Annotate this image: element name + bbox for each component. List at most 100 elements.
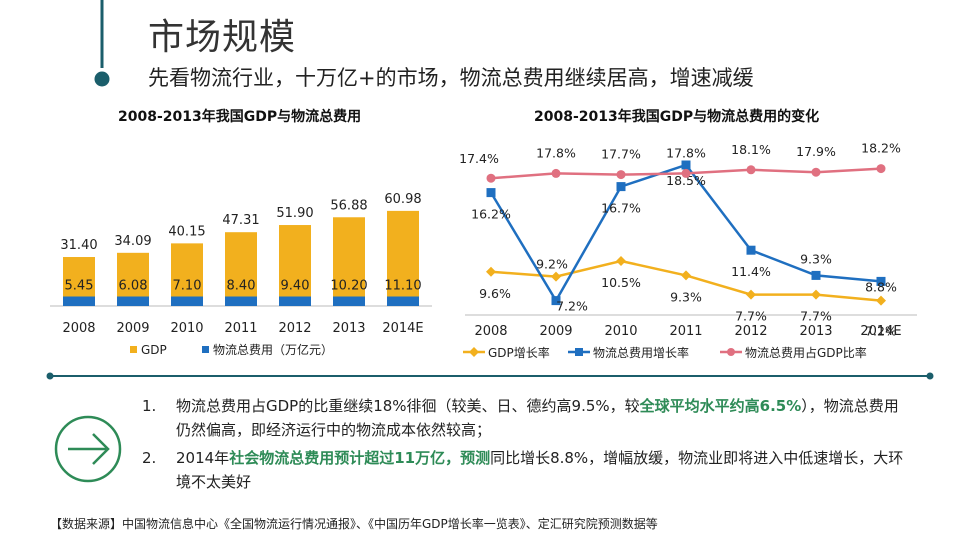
logistics-bar [63, 296, 95, 306]
data-label: 11.4% [731, 264, 771, 279]
body-text: ），物流总费用仍然偏高，即经济运行中的物流成本依然较高； [176, 397, 899, 439]
key-points: 1. 物流总费用占GDP的比重继续18%徘徊（较美、日、德约高9.5%，较全球平均… [142, 394, 912, 498]
gdp-value-label: 31.40 [60, 238, 97, 253]
gdp-value-label: 60.98 [384, 192, 421, 207]
logistics-bar [279, 296, 311, 306]
logistics-value-label: 11.10 [384, 279, 421, 294]
line-chart: 2008 2009 2010 2011 2012 2013 2014E 9.6% 9.2% 10.… [459, 141, 917, 360]
data-label: 16.2% [471, 207, 511, 222]
legend-label: GDP增长率 [488, 345, 550, 360]
body-text: 物流总费用占GDP的比重继续18%徘徊（较美、日、德约高9.5%，较 [176, 397, 640, 415]
logistics-value-label: 6.08 [119, 279, 148, 294]
data-label: 7.7% [800, 309, 832, 324]
data-point [551, 271, 561, 282]
gdp-value-label: 34.09 [114, 234, 151, 249]
logistics-bar [117, 296, 149, 306]
data-point [681, 168, 691, 178]
data-point [746, 289, 756, 300]
x-tick-label: 2010 [604, 324, 637, 339]
data-point [811, 289, 821, 300]
x-tick-label: 2009 [539, 324, 572, 339]
divider-dot-left [46, 372, 54, 380]
data-label: 10.5% [601, 275, 641, 290]
logistics-value-label: 5.45 [65, 279, 94, 294]
x-tick-label: 2012 [278, 321, 311, 336]
legend-marker [727, 348, 735, 356]
data-point [876, 164, 886, 174]
x-tick-label: 2014E [860, 324, 901, 339]
x-tick-label: 2011 [224, 321, 257, 336]
logistics-bar [387, 296, 419, 306]
data-point [616, 170, 626, 180]
data-point [616, 256, 626, 266]
data-label: 17.7% [601, 147, 641, 162]
gdp-bar [171, 243, 203, 306]
legend-marker [469, 347, 479, 357]
legend-swatch-gdp [130, 346, 137, 353]
key-point-1: 1. 物流总费用占GDP的比重继续18%徘徊（较美、日、德约高9.5%，较全球平均… [142, 394, 912, 442]
data-label: 9.6% [479, 286, 511, 301]
bar-chart-title: 2008-2013年我国GDP与物流总费用 [118, 109, 362, 125]
highlight-text: 全球平均水平约高6.5% [639, 397, 802, 415]
x-tick-label: 2013 [799, 324, 832, 339]
data-point [616, 182, 626, 192]
line-chart-title: 2008-2013年我国GDP与物流总费用的变化 [534, 109, 820, 125]
logistics-bar [225, 296, 257, 306]
x-tick-label: 2013 [332, 321, 365, 336]
data-label: 17.8% [666, 145, 706, 160]
data-label: 18.1% [731, 142, 771, 157]
data-point [811, 270, 821, 280]
gdp-bar [225, 232, 257, 306]
timeline-dot [94, 71, 110, 87]
data-point [876, 295, 886, 306]
gdp-value-label: 40.15 [168, 224, 205, 239]
data-point [551, 168, 561, 178]
divider-dot-right [926, 372, 934, 380]
data-label: 17.9% [796, 144, 836, 159]
data-label: 8.8% [865, 279, 897, 294]
data-point [486, 188, 496, 198]
body-text: 2014年 [176, 449, 230, 467]
data-point [746, 245, 756, 255]
page-subtitle: 先看物流行业，十万亿+的市场，物流总费用继续居高，增速减缓 [148, 66, 754, 90]
bar-chart: 31.40 5.45 2008 34.09 6.08 2009 40.15 7.10 2010 4… [50, 192, 432, 357]
data-point [486, 173, 496, 183]
data-label: 9.3% [800, 251, 832, 266]
logistics-bar [333, 296, 365, 306]
x-tick-label: 2011 [669, 324, 702, 339]
data-label: 7.7% [735, 309, 767, 324]
key-point-number: 1. [142, 397, 157, 415]
gdp-bar [387, 210, 419, 306]
gdp-value-label: 56.88 [330, 198, 367, 213]
data-label: 16.7% [601, 201, 641, 216]
data-point [551, 296, 561, 306]
x-tick-label: 2008 [474, 324, 507, 339]
legend-label-logistics: 物流总费用（万亿元） [213, 342, 333, 357]
data-point [681, 160, 691, 170]
legend-swatch-logistics [202, 346, 209, 353]
data-point [681, 270, 691, 281]
data-label: 17.8% [536, 145, 576, 160]
key-point-2: 2. 2014年社会物流总费用预计超过11万亿，预测同比增长8.8%，增幅放缓，物… [142, 446, 912, 494]
data-point [811, 167, 821, 177]
data-label: 7.2% [865, 324, 897, 339]
data-source-note: 【数据来源】中国物流信息中心《全国物流运行情况通报》、《中国历年GDP增长率一览… [50, 517, 658, 531]
data-point [746, 165, 756, 175]
data-label: 7.2% [556, 299, 588, 314]
gdp-value-label: 51.90 [276, 206, 313, 221]
highlight-text: 社会物流总费用预计超过11万亿，预测 [229, 449, 491, 467]
key-point-number: 2. [142, 449, 157, 467]
legend-label: 物流总费用增长率 [593, 345, 689, 360]
data-point [486, 266, 496, 277]
data-label: 9.2% [536, 257, 568, 272]
data-label: 17.4% [459, 151, 499, 166]
legend-marker [575, 348, 583, 356]
data-point [876, 276, 886, 286]
x-tick-label: 2012 [734, 324, 767, 339]
legend-label: 物流总费用占GDP比率 [745, 345, 867, 360]
data-label: 9.3% [670, 289, 702, 304]
x-tick-label: 2008 [62, 321, 95, 336]
arrow-right-circle-icon [54, 415, 122, 483]
logistics-bar [171, 296, 203, 306]
